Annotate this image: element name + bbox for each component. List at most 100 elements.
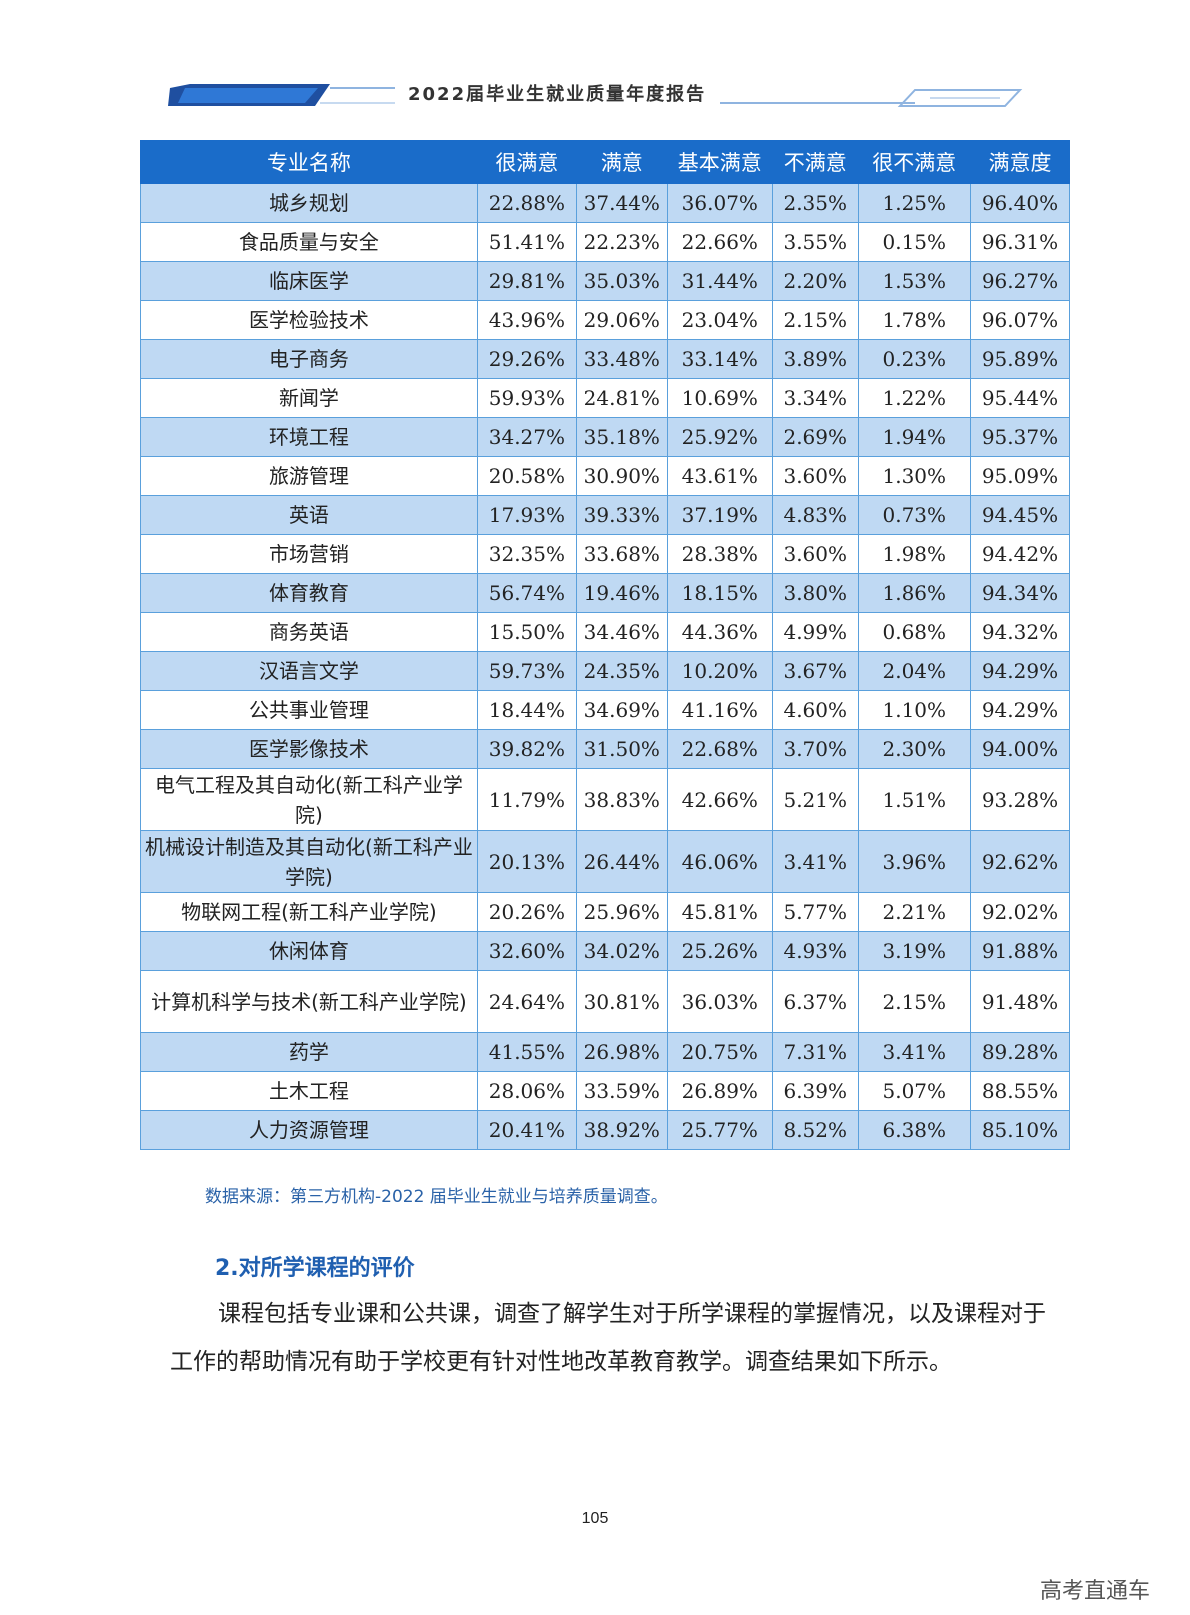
percent-cell: 31.50% bbox=[575, 729, 668, 769]
percent-cell: 93.28% bbox=[969, 768, 1071, 831]
percent-cell: 3.41% bbox=[771, 830, 859, 893]
percent-cell: 6.38% bbox=[857, 1110, 971, 1150]
percent-cell: 10.20% bbox=[666, 651, 773, 691]
percent-cell: 34.02% bbox=[575, 931, 668, 971]
percent-cell: 8.52% bbox=[771, 1110, 859, 1150]
percent-cell: 19.46% bbox=[575, 573, 668, 613]
percent-cell: 20.41% bbox=[476, 1110, 577, 1150]
percent-cell: 96.27% bbox=[969, 261, 1071, 301]
table-body: 城乡规划 22.88% 37.44% 36.07% 2.35% 1.25% 96.40% 食品… bbox=[140, 183, 1071, 1150]
percent-cell: 1.10% bbox=[857, 690, 971, 730]
percent-cell: 18.15% bbox=[666, 573, 773, 613]
percent-cell: 20.13% bbox=[476, 830, 577, 893]
column-header: 不满意 bbox=[771, 140, 859, 184]
column-header: 专业名称 bbox=[140, 140, 478, 184]
percent-cell: 2.20% bbox=[771, 261, 859, 301]
percent-cell: 35.03% bbox=[575, 261, 668, 301]
percent-cell: 26.44% bbox=[575, 830, 668, 893]
percent-cell: 59.93% bbox=[476, 378, 577, 418]
table-row: 市场营销 32.35% 33.68% 28.38% 3.60% 1.98% 94.42% bbox=[140, 534, 1071, 574]
percent-cell: 2.69% bbox=[771, 417, 859, 457]
percent-cell: 7.31% bbox=[771, 1032, 859, 1072]
major-name-cell: 人力资源管理 bbox=[140, 1110, 478, 1150]
percent-cell: 4.93% bbox=[771, 931, 859, 971]
table-row: 环境工程 34.27% 35.18% 25.92% 2.69% 1.94% 95.37% bbox=[140, 417, 1071, 457]
percent-cell: 2.35% bbox=[771, 183, 859, 223]
column-header: 满意 bbox=[575, 140, 668, 184]
percent-cell: 23.04% bbox=[666, 300, 773, 340]
major-name-cell: 药学 bbox=[140, 1032, 478, 1072]
percent-cell: 4.83% bbox=[771, 495, 859, 535]
percent-cell: 5.77% bbox=[771, 892, 859, 932]
percent-cell: 29.26% bbox=[476, 339, 577, 379]
percent-cell: 94.00% bbox=[969, 729, 1071, 769]
percent-cell: 18.44% bbox=[476, 690, 577, 730]
percent-cell: 1.98% bbox=[857, 534, 971, 574]
percent-cell: 22.66% bbox=[666, 222, 773, 262]
percent-cell: 2.04% bbox=[857, 651, 971, 691]
table-row: 公共事业管理 18.44% 34.69% 41.16% 4.60% 1.10% 94.29% bbox=[140, 690, 1071, 730]
percent-cell: 1.94% bbox=[857, 417, 971, 457]
major-name-cell: 医学影像技术 bbox=[140, 729, 478, 769]
percent-cell: 26.89% bbox=[666, 1071, 773, 1111]
major-name-cell: 机械设计制造及其自动化(新工科产业学院) bbox=[140, 830, 478, 893]
percent-cell: 10.69% bbox=[666, 378, 773, 418]
table-row: 体育教育 56.74% 19.46% 18.15% 3.80% 1.86% 94.34% bbox=[140, 573, 1071, 613]
percent-cell: 30.81% bbox=[575, 970, 668, 1033]
major-name-cell: 电子商务 bbox=[140, 339, 478, 379]
major-name-cell: 旅游管理 bbox=[140, 456, 478, 496]
percent-cell: 88.55% bbox=[969, 1071, 1071, 1111]
percent-cell: 33.68% bbox=[575, 534, 668, 574]
major-name-cell: 医学检验技术 bbox=[140, 300, 478, 340]
percent-cell: 39.33% bbox=[575, 495, 668, 535]
percent-cell: 34.69% bbox=[575, 690, 668, 730]
major-name-cell: 计算机科学与技术(新工科产业学院) bbox=[140, 970, 478, 1033]
major-name-cell: 电气工程及其自动化(新工科产业学院) bbox=[140, 768, 478, 831]
percent-cell: 42.66% bbox=[666, 768, 773, 831]
percent-cell: 25.26% bbox=[666, 931, 773, 971]
percent-cell: 2.21% bbox=[857, 892, 971, 932]
percent-cell: 28.38% bbox=[666, 534, 773, 574]
percent-cell: 51.41% bbox=[476, 222, 577, 262]
percent-cell: 38.92% bbox=[575, 1110, 668, 1150]
percent-cell: 43.96% bbox=[476, 300, 577, 340]
table-row: 医学影像技术 39.82% 31.50% 22.68% 3.70% 2.30% 94.00% bbox=[140, 729, 1071, 769]
percent-cell: 36.03% bbox=[666, 970, 773, 1033]
percent-cell: 44.36% bbox=[666, 612, 773, 652]
percent-cell: 1.53% bbox=[857, 261, 971, 301]
percent-cell: 3.89% bbox=[771, 339, 859, 379]
percent-cell: 11.79% bbox=[476, 768, 577, 831]
percent-cell: 25.77% bbox=[666, 1110, 773, 1150]
percent-cell: 15.50% bbox=[476, 612, 577, 652]
major-name-cell: 公共事业管理 bbox=[140, 690, 478, 730]
percent-cell: 37.44% bbox=[575, 183, 668, 223]
percent-cell: 2.15% bbox=[771, 300, 859, 340]
percent-cell: 3.60% bbox=[771, 456, 859, 496]
percent-cell: 3.67% bbox=[771, 651, 859, 691]
percent-cell: 94.29% bbox=[969, 690, 1071, 730]
percent-cell: 95.09% bbox=[969, 456, 1071, 496]
percent-cell: 94.42% bbox=[969, 534, 1071, 574]
table-row: 药学 41.55% 26.98% 20.75% 7.31% 3.41% 89.28% bbox=[140, 1032, 1071, 1072]
percent-cell: 1.30% bbox=[857, 456, 971, 496]
percent-cell: 20.26% bbox=[476, 892, 577, 932]
percent-cell: 96.31% bbox=[969, 222, 1071, 262]
percent-cell: 0.73% bbox=[857, 495, 971, 535]
percent-cell: 26.98% bbox=[575, 1032, 668, 1072]
percent-cell: 4.99% bbox=[771, 612, 859, 652]
percent-cell: 1.86% bbox=[857, 573, 971, 613]
percent-cell: 3.96% bbox=[857, 830, 971, 893]
percent-cell: 31.44% bbox=[666, 261, 773, 301]
percent-cell: 2.30% bbox=[857, 729, 971, 769]
percent-cell: 36.07% bbox=[666, 183, 773, 223]
percent-cell: 95.44% bbox=[969, 378, 1071, 418]
major-name-cell: 休闲体育 bbox=[140, 931, 478, 971]
page-header: 2022届毕业生就业质量年度报告 bbox=[0, 0, 1190, 140]
percent-cell: 41.16% bbox=[666, 690, 773, 730]
percent-cell: 24.81% bbox=[575, 378, 668, 418]
major-name-cell: 体育教育 bbox=[140, 573, 478, 613]
percent-cell: 2.15% bbox=[857, 970, 971, 1033]
percent-cell: 32.60% bbox=[476, 931, 577, 971]
column-header: 很不满意 bbox=[857, 140, 971, 184]
percent-cell: 5.07% bbox=[857, 1071, 971, 1111]
